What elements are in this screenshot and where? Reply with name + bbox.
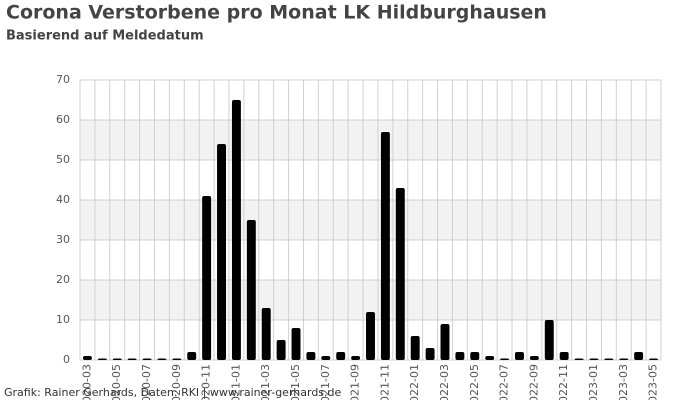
bar <box>455 352 465 360</box>
x-tick-label: 2022-07 <box>498 364 511 400</box>
x-tick-label: 2023-05 <box>647 364 660 400</box>
bar <box>217 144 226 360</box>
bar <box>172 358 182 360</box>
y-tick-label: 20 <box>56 273 70 286</box>
x-tick-label: 2022-01 <box>408 364 421 400</box>
bar <box>202 196 212 360</box>
bar <box>321 356 331 360</box>
y-tick-label: 0 <box>63 353 70 366</box>
x-tick-label: 2022-09 <box>527 364 540 400</box>
grid-band <box>80 120 661 160</box>
bar <box>395 188 405 360</box>
bar <box>157 358 167 360</box>
bar <box>380 132 390 360</box>
bar <box>306 352 316 360</box>
y-tick-label: 50 <box>56 153 70 166</box>
bar <box>410 336 420 360</box>
bar <box>649 358 659 360</box>
bar <box>529 356 539 360</box>
bar <box>485 356 495 360</box>
x-tick-label: 2021-11 <box>378 364 391 400</box>
x-tick-label: 2020-03 <box>80 364 93 400</box>
bar <box>574 358 584 360</box>
bar <box>604 358 614 360</box>
bar <box>97 358 107 360</box>
bar <box>366 312 375 360</box>
bar <box>500 358 510 360</box>
y-tick-label: 40 <box>56 193 70 206</box>
bar <box>425 348 435 360</box>
grid-band <box>80 200 661 240</box>
x-tick-label: 2021-09 <box>349 364 362 400</box>
bar <box>634 352 644 360</box>
bar <box>246 220 256 360</box>
bar <box>351 356 361 360</box>
x-tick-label: 2020-11 <box>200 364 213 400</box>
bar <box>82 356 92 360</box>
bar <box>231 100 241 360</box>
bar <box>619 358 629 360</box>
bar <box>559 352 569 360</box>
x-tick-label: 2020-09 <box>170 364 183 400</box>
x-tick-label: 2022-05 <box>468 364 481 400</box>
bar <box>142 358 152 360</box>
bar <box>544 320 554 360</box>
y-tick-label: 70 <box>56 73 70 86</box>
x-tick-label: 2020-05 <box>110 364 123 400</box>
x-tick-label: 2022-11 <box>557 364 570 400</box>
y-tick-label: 10 <box>56 313 70 326</box>
bar <box>276 340 286 360</box>
bar <box>515 352 524 360</box>
chart-title: Corona Verstorbene pro Monat LK Hildburg… <box>6 2 547 24</box>
bar <box>187 352 197 360</box>
x-tick-label: 2023-03 <box>617 364 630 400</box>
bar <box>261 308 271 360</box>
bar <box>112 358 122 360</box>
bar <box>291 328 301 360</box>
bar <box>470 352 480 360</box>
bar <box>127 358 137 360</box>
x-tick-label: 2020-07 <box>140 364 153 400</box>
x-tick-label: 2023-01 <box>587 364 600 400</box>
x-tick-label: 2021-01 <box>229 364 242 400</box>
bar <box>336 352 346 360</box>
x-tick-label: 2021-07 <box>319 364 332 400</box>
y-tick-label: 30 <box>56 233 70 246</box>
x-tick-label: 2021-05 <box>289 364 302 400</box>
y-tick-label: 60 <box>56 113 70 126</box>
footer: Grafik: Rainer Gerhards, Daten: RKI | ww… <box>4 386 342 399</box>
chart-subtitle: Basierend auf Meldedatum <box>6 29 204 44</box>
bar <box>589 358 599 360</box>
x-tick-label: 2022-03 <box>438 364 451 400</box>
bar <box>440 324 450 360</box>
x-tick-label: 2021-03 <box>259 364 272 400</box>
